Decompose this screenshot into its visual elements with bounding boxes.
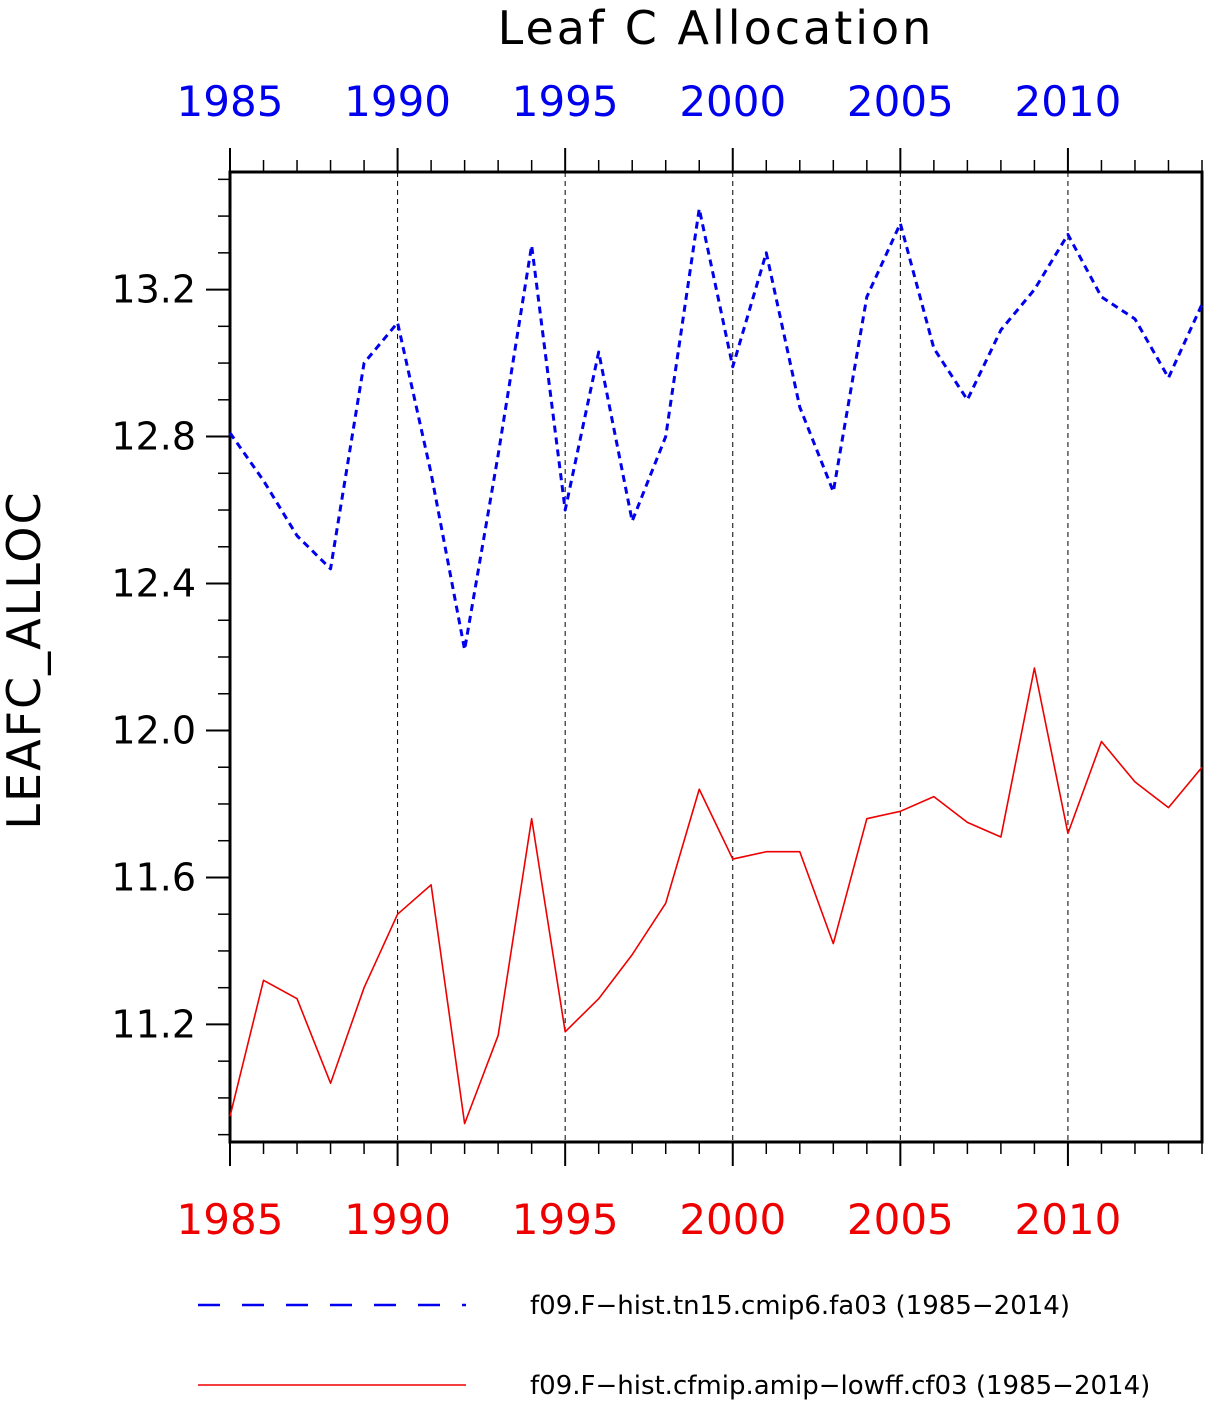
x-top-tick-label: 1985 bbox=[177, 77, 284, 126]
y-tick-label: 12.0 bbox=[111, 708, 196, 752]
x-bottom-tick-label: 2005 bbox=[847, 1195, 954, 1244]
series-line-1 bbox=[229, 667, 1203, 1125]
x-bottom-tick-label: 1990 bbox=[344, 1195, 451, 1244]
x-top-tick-label: 2005 bbox=[847, 77, 954, 126]
chart-title: Leaf C Allocation bbox=[498, 1, 935, 55]
x-top-tick-label: 1990 bbox=[344, 77, 451, 126]
x-top-tick-label: 1995 bbox=[512, 77, 619, 126]
series-line-0 bbox=[228, 207, 1204, 652]
x-bottom-tick-label: 1995 bbox=[512, 1195, 619, 1244]
plot-frame bbox=[228, 170, 1204, 1144]
x-bottom-tick-label: 2000 bbox=[679, 1195, 786, 1244]
y-axis-ticks: 11.2 11.6 12.0 12.4 12.8 13.2 bbox=[111, 178, 230, 1136]
y-tick-label: 13.2 bbox=[111, 268, 196, 312]
legend-label-1: f09.F−hist.cfmip.amip−lowff.cf03 (1985−2… bbox=[530, 1371, 1150, 1401]
y-tick-label: 12.4 bbox=[111, 562, 196, 606]
x-bottom-tick-label: 1985 bbox=[177, 1195, 284, 1244]
x-bottom-tick-label: 2010 bbox=[1014, 1195, 1121, 1244]
y-tick-label: 11.6 bbox=[111, 855, 196, 899]
x-top-tick-label: 2000 bbox=[679, 77, 786, 126]
y-tick-label: 11.2 bbox=[111, 1002, 196, 1046]
y-tick-label: 12.8 bbox=[111, 415, 196, 459]
series-lines bbox=[228, 207, 1204, 1125]
x-axis-ticks: 1985 1985 1990 1990 1995 1995 2000 2000 2005 2005… bbox=[177, 77, 1203, 1244]
x-top-tick-label: 2010 bbox=[1014, 77, 1121, 126]
legend: f09.F−hist.tn15.cmip6.fa03 (1985−2014) f… bbox=[198, 1291, 1150, 1401]
y-axis-label: LEAFC_ALLOC bbox=[0, 490, 51, 829]
legend-label-0: f09.F−hist.tn15.cmip6.fa03 (1985−2014) bbox=[530, 1291, 1070, 1321]
grid-lines bbox=[397, 172, 1069, 1142]
